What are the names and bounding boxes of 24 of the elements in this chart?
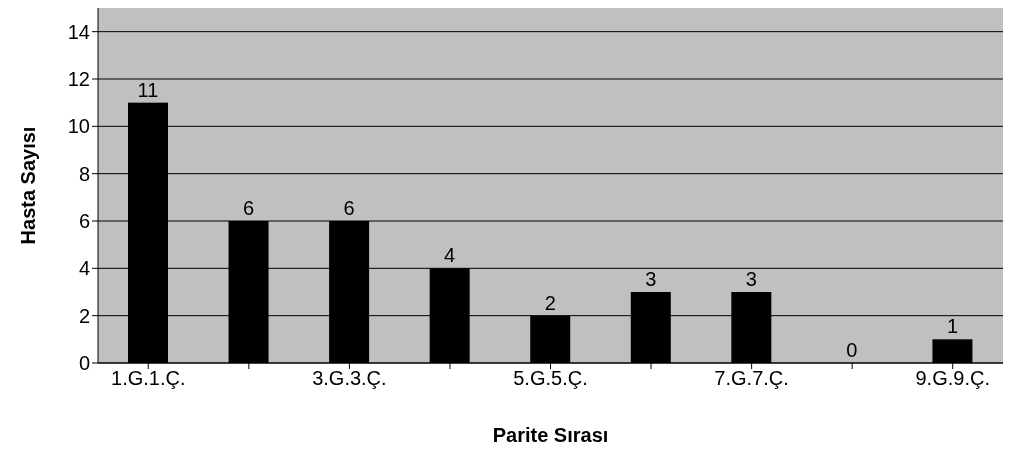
data-label: 3: [745, 268, 757, 290]
y-axis-title: Hasta Sayısı: [17, 126, 40, 245]
x-tick-label: 1.G.1.Ç.: [111, 367, 186, 390]
x-tick-label: 7.G.7.Ç.: [714, 367, 789, 390]
x-tick-label: 3.G.3.Ç.: [312, 367, 387, 390]
data-label: 4: [444, 244, 456, 267]
y-tick-label: 4: [78, 257, 90, 280]
data-label: 0: [846, 339, 858, 361]
data-label: 11: [137, 78, 159, 101]
data-label: 1: [946, 315, 959, 338]
x-tick-label: 5.G.5.Ç.: [513, 367, 588, 390]
data-label: 2: [544, 291, 556, 314]
y-tick-label: 0: [78, 352, 90, 375]
y-tick-label: 14: [67, 20, 90, 43]
y-tick-label: 10: [67, 115, 90, 138]
data-label: 6: [242, 197, 255, 219]
y-tick-label: 2: [78, 304, 90, 327]
data-label: 3: [645, 268, 657, 290]
y-tick-label: 8: [78, 162, 90, 185]
x-tick-label: 9.G.9.Ç.: [915, 367, 990, 390]
data-label: 6: [343, 197, 355, 219]
y-tick-label: 6: [78, 210, 90, 233]
y-tick-label: 12: [67, 68, 90, 91]
x-axis-title: Parite Sırası: [492, 424, 609, 447]
